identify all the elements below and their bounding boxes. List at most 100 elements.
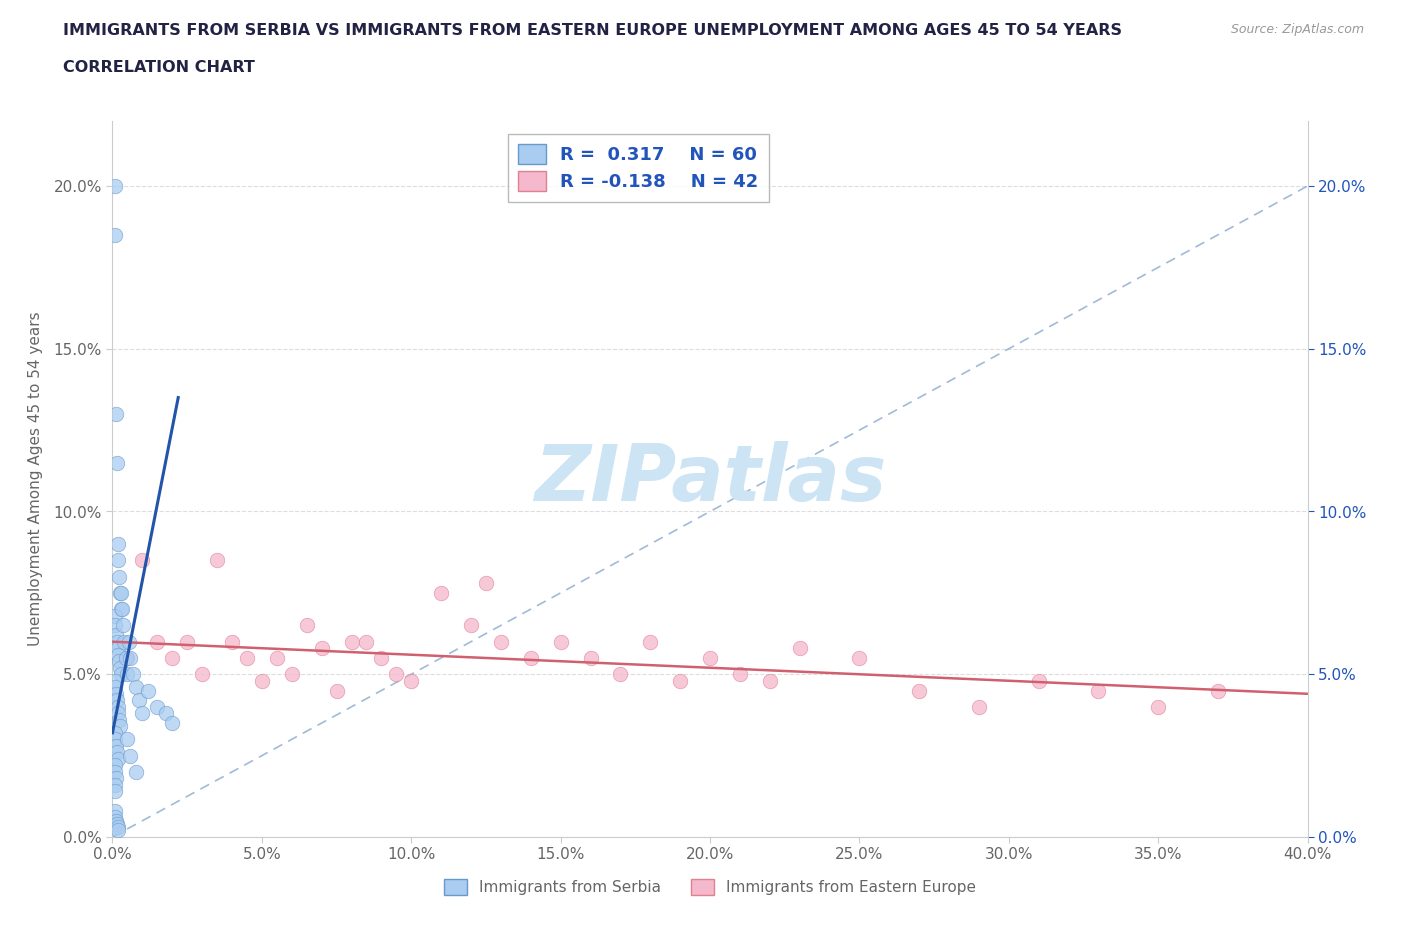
- Point: [430, 586, 453, 601]
- Point: [120, 651, 142, 666]
- Point: [162, 716, 183, 731]
- Point: [104, 608, 127, 623]
- Point: [550, 634, 572, 649]
- Point: [155, 706, 177, 721]
- Point: [1147, 699, 1170, 714]
- Point: [669, 673, 692, 688]
- Point: [131, 706, 153, 721]
- Y-axis label: Unemployment Among Ages 45 to 54 years: Unemployment Among Ages 45 to 54 years: [28, 312, 42, 646]
- Point: [107, 751, 129, 766]
- Point: [356, 634, 378, 649]
- Point: [115, 651, 138, 666]
- Point: [104, 732, 127, 747]
- Point: [1087, 683, 1109, 698]
- Point: [475, 576, 498, 591]
- Point: [131, 552, 153, 567]
- Point: [118, 634, 141, 649]
- Point: [105, 455, 128, 470]
- Point: [105, 771, 128, 786]
- Point: [117, 651, 139, 666]
- Point: [908, 683, 931, 698]
- Point: [191, 667, 214, 682]
- Point: [108, 654, 131, 669]
- Point: [104, 179, 127, 193]
- Point: [789, 641, 811, 656]
- Point: [108, 660, 131, 675]
- Point: [125, 764, 148, 779]
- Point: [848, 651, 870, 666]
- Point: [104, 764, 127, 779]
- Point: [105, 634, 128, 649]
- Point: [104, 673, 127, 688]
- Point: [1028, 673, 1050, 688]
- Text: IMMIGRANTS FROM SERBIA VS IMMIGRANTS FROM EASTERN EUROPE UNEMPLOYMENT AMONG AGES: IMMIGRANTS FROM SERBIA VS IMMIGRANTS FRO…: [63, 23, 1122, 38]
- Point: [728, 667, 751, 682]
- Point: [105, 745, 128, 760]
- Point: [340, 634, 363, 649]
- Text: ZIPatlas: ZIPatlas: [534, 441, 886, 517]
- Point: [370, 651, 392, 666]
- Point: [105, 813, 128, 829]
- Point: [281, 667, 304, 682]
- Point: [105, 738, 128, 753]
- Point: [520, 651, 543, 666]
- Point: [125, 680, 148, 695]
- Point: [205, 552, 228, 567]
- Point: [489, 634, 512, 649]
- Point: [146, 699, 169, 714]
- Point: [120, 748, 142, 763]
- Point: [107, 647, 129, 662]
- Point: [117, 667, 139, 682]
- Legend: R =  0.317    N = 60, R = -0.138    N = 42: R = 0.317 N = 60, R = -0.138 N = 42: [508, 134, 769, 202]
- Text: Source: ZipAtlas.com: Source: ZipAtlas.com: [1230, 23, 1364, 36]
- Point: [609, 667, 631, 682]
- Point: [104, 777, 127, 792]
- Point: [107, 699, 129, 714]
- Point: [295, 618, 318, 633]
- Point: [111, 618, 134, 633]
- Point: [117, 732, 139, 747]
- Point: [104, 618, 127, 633]
- Point: [107, 641, 129, 656]
- Point: [640, 634, 662, 649]
- Point: [105, 686, 128, 701]
- Point: [110, 602, 132, 617]
- Point: [110, 667, 132, 682]
- Point: [114, 634, 135, 649]
- Point: [967, 699, 990, 714]
- Point: [122, 667, 145, 682]
- Point: [1206, 683, 1229, 698]
- Point: [105, 817, 128, 831]
- Point: [266, 651, 288, 666]
- Point: [110, 586, 132, 601]
- Point: [385, 667, 408, 682]
- Point: [108, 569, 131, 584]
- Point: [111, 602, 134, 617]
- Point: [176, 634, 198, 649]
- Point: [759, 673, 782, 688]
- Point: [107, 820, 129, 835]
- Point: [107, 537, 129, 551]
- Point: [104, 804, 127, 818]
- Point: [107, 823, 129, 838]
- Point: [138, 683, 160, 698]
- Text: CORRELATION CHART: CORRELATION CHART: [63, 60, 254, 75]
- Point: [105, 406, 128, 421]
- Point: [104, 758, 127, 773]
- Point: [579, 651, 602, 666]
- Point: [104, 227, 127, 242]
- Point: [107, 552, 129, 567]
- Point: [325, 683, 347, 698]
- Point: [104, 680, 127, 695]
- Point: [146, 634, 169, 649]
- Point: [250, 673, 273, 688]
- Point: [236, 651, 259, 666]
- Point: [401, 673, 423, 688]
- Point: [128, 693, 150, 708]
- Point: [105, 628, 128, 643]
- Point: [108, 719, 131, 734]
- Point: [699, 651, 721, 666]
- Point: [162, 651, 183, 666]
- Point: [460, 618, 482, 633]
- Point: [311, 641, 333, 656]
